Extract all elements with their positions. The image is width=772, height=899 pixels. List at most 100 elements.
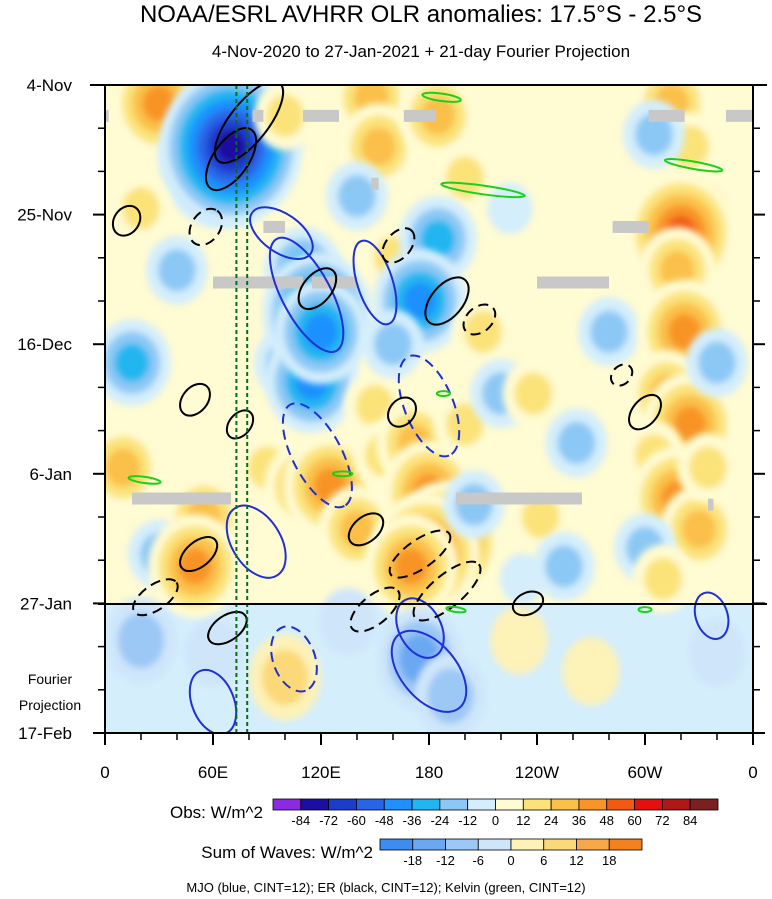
olr-anomaly-level (635, 113, 673, 156)
olr-anomaly-cell (274, 279, 368, 385)
y-tick-label: 27-Jan (20, 594, 72, 613)
kelvin-contour (435, 390, 451, 398)
missing-data-bar (726, 109, 753, 122)
er-contour (347, 512, 385, 547)
projection-level (319, 587, 377, 656)
missing-data-bar (263, 220, 285, 233)
er-contour (381, 227, 416, 264)
er-contour (188, 207, 224, 247)
kelvin-contour (421, 91, 462, 103)
colorbar-level-label: 6 (540, 853, 547, 868)
missing-data-bar (537, 276, 609, 289)
mjo-contour (270, 625, 318, 693)
er-contour (628, 393, 662, 431)
er-contour (388, 529, 452, 579)
colorbar-cell (522, 798, 552, 811)
kelvin-contours (127, 91, 724, 614)
olr-anomaly-level (361, 127, 396, 166)
y-axis: 4-Nov 25-Nov 16-Dec 6-Jan 27-Jan 17-Feb (17, 76, 765, 743)
olr-anomaly-cell (686, 328, 748, 398)
y-tick-label: 4-Nov (27, 76, 73, 95)
x-tick-label: 0 (748, 763, 757, 782)
mjo-contour (188, 668, 238, 733)
colorbar-level-label: -84 (291, 813, 310, 828)
olr-anomaly-level (420, 220, 456, 259)
colorbar-level-label: 48 (600, 813, 614, 828)
dashed-meridians (235, 85, 249, 733)
x-tick-label: 60W (628, 763, 663, 782)
olr-anomaly-cell (502, 359, 565, 429)
olr-anomaly-level (557, 421, 596, 465)
er-contour (462, 303, 497, 336)
colorbar-cell (445, 838, 479, 851)
olr-anomaly-level (178, 548, 212, 585)
olr-anomaly-level (374, 323, 412, 366)
colorbar-cell (356, 798, 385, 811)
projection-level (261, 649, 309, 706)
olr-anomaly-field (105, 85, 748, 619)
colorbar-level-label: -48 (375, 813, 394, 828)
kelvin-contour (663, 157, 724, 173)
colorbar-cell (379, 838, 414, 851)
olr-anomaly-cell (533, 531, 595, 601)
y-tick-label: 6-Jan (29, 465, 72, 484)
colorbar-cell (411, 798, 441, 811)
er-contour (179, 382, 211, 417)
colorbar-cell (412, 838, 446, 851)
olr-anomaly-level (514, 372, 553, 415)
missing-data-bar (648, 109, 685, 122)
colorbar-cell (608, 838, 643, 851)
colorbar-level-label: 12 (516, 813, 530, 828)
projection-level (184, 618, 242, 687)
olr-anomaly-level (394, 548, 428, 585)
missing-data-bar (105, 109, 109, 122)
er-contour (412, 560, 482, 622)
er-contour (609, 363, 634, 387)
colorbar-cell (606, 798, 635, 811)
er-contour (207, 610, 248, 646)
olr-anomaly-level (673, 406, 707, 443)
colorbar-cell (578, 798, 608, 811)
olr-anomaly-level (521, 495, 560, 539)
projection-cell (249, 634, 321, 721)
missing-data-bar (371, 177, 379, 190)
chart-title: NOAA/ESRL AVHRR OLR anomalies: 17.5°S - … (140, 1, 702, 28)
plot-area (105, 85, 753, 733)
er-contour (132, 578, 179, 617)
olr-anomaly-level (304, 313, 338, 351)
missing-data-bar (252, 109, 264, 122)
colorbar-level-label: -36 (403, 813, 422, 828)
projection-cell (490, 606, 548, 675)
projection-level (490, 606, 548, 675)
olr-anomaly-level (698, 341, 736, 384)
er-contour (225, 409, 255, 440)
missing-data-bars (105, 109, 753, 511)
kelvin-contour (331, 470, 354, 478)
projection-label-line1: Fourier (28, 671, 73, 687)
colorbar-level-label: -6 (472, 853, 484, 868)
missing-data-bar (612, 220, 649, 233)
mjo-contour (268, 236, 345, 353)
olr-anomaly-cell (326, 161, 388, 231)
mjo-contour (693, 591, 730, 640)
olr-anomaly-level (446, 403, 484, 446)
olr-anomaly-level (545, 545, 583, 588)
er-contours (111, 85, 662, 646)
projection-label-line2: Projection (19, 697, 81, 713)
colorbar-level-label: -12 (458, 813, 477, 828)
olr-anomaly-level (455, 483, 493, 526)
olr-anomaly-level (681, 510, 717, 549)
missing-data-bar (303, 109, 339, 122)
x-tick-label: 120W (515, 763, 559, 782)
kelvin-contour (445, 605, 467, 614)
projection-cell (184, 618, 242, 687)
olr-anomaly-level (122, 187, 160, 230)
mjo-contour (395, 597, 445, 659)
colorbar-cell (328, 798, 357, 811)
y-tick-label: 16-Dec (17, 335, 72, 354)
x-tick-label: 180 (415, 763, 443, 782)
mjo-contour (397, 354, 461, 458)
colorbar-level-label: -12 (436, 853, 455, 868)
colorbar-level-label: 0 (492, 813, 499, 828)
chart-subtitle: 4-Nov-2020 to 27-Jan-2021 + 21-day Fouri… (212, 42, 630, 61)
